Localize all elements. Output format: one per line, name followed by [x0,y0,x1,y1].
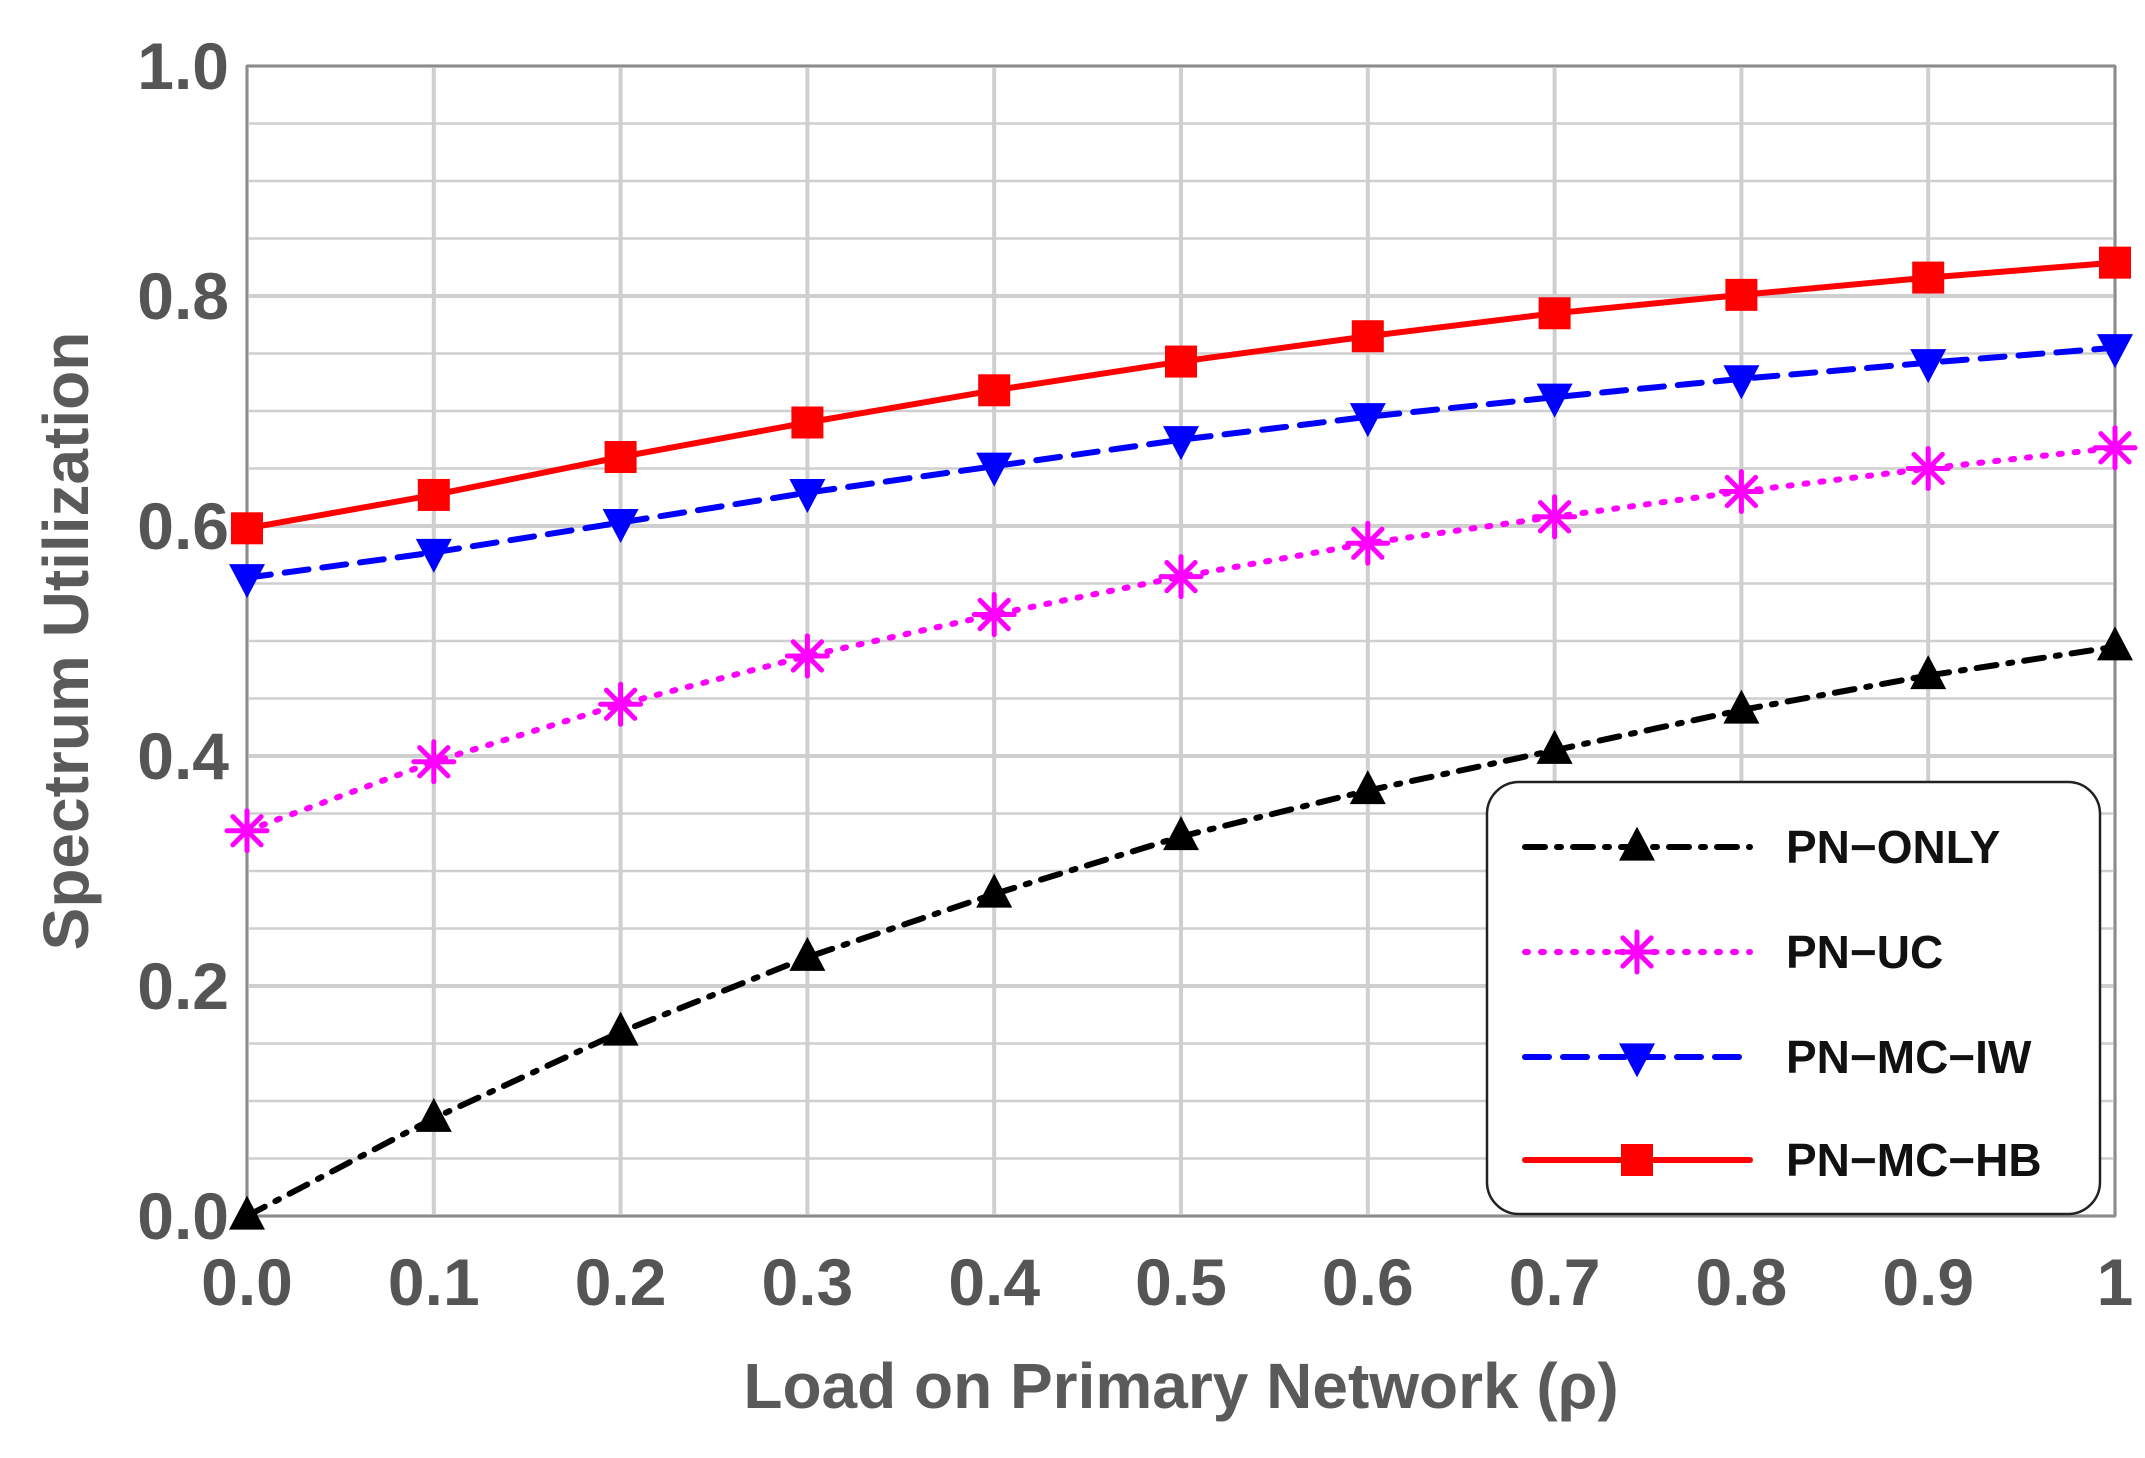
data-point [411,739,457,785]
x-tick-label: 0.8 [1696,1245,1788,1319]
series-layer [224,246,2138,1230]
series-triangle-up [229,626,2133,1230]
x-tick-label: 0.4 [948,1245,1040,1319]
data-point [2097,626,2133,661]
data-point [976,452,1013,487]
legend-label: PN−ONLY [1786,821,2000,873]
y-axis-ticks: 0.0 0.2 0.4 0.6 0.8 1.0 [137,29,229,1253]
data-point [1725,278,1758,311]
x-tick-label: 0.1 [388,1245,480,1319]
x-tick-label: 0.7 [1509,1245,1601,1319]
data-point [417,478,450,511]
x-tick-label: 0.2 [575,1245,667,1319]
data-point [789,936,826,971]
data-point [229,564,265,599]
data-point [598,681,644,727]
data-point [229,1195,265,1230]
data-point [1536,729,1573,764]
data-point [1163,816,1199,851]
x-axis-title: Load on Primary Network (ρ) [743,1350,1618,1422]
data-point [789,479,826,514]
x-tick-label: 1 [2097,1245,2134,1319]
legend-label: PN−UC [1786,926,1943,978]
x-tick-label: 0.5 [1135,1245,1227,1319]
y-tick-label: 0.2 [137,949,229,1023]
data-point [1912,261,1945,294]
data-point [1158,554,1204,600]
data-point [602,508,639,543]
data-point [1905,446,1951,491]
legend-entry: PN−UC [1522,926,1943,978]
legend-entry: PN−ONLY [1522,821,2000,873]
data-point [604,441,637,473]
y-tick-label: 1.0 [137,29,229,103]
series-line [244,444,2118,834]
data-point [2097,334,2133,369]
legend-label: PN−MC−IW [1786,1031,2032,1083]
legend: PN−ONLY PN−UC PN−MC−IW PN−MC−HB [1485,780,2102,1216]
data-point [231,512,263,545]
legend-marker [1621,1144,1653,1176]
data-point [1351,320,1384,353]
data-point [2099,246,2131,279]
y-tick-label: 0.0 [137,1179,229,1253]
data-point [602,1011,639,1046]
data-point [1723,689,1760,724]
data-point [1349,403,1386,438]
series-triangle-down [229,334,2133,599]
y-tick-label: 0.6 [137,489,229,563]
y-tick-label: 0.4 [137,719,229,793]
data-point [415,1097,452,1132]
data-point [1163,426,1199,461]
data-point [2092,425,2138,471]
x-axis-ticks: 0.0 0.1 0.2 0.3 0.4 0.5 0.6 0.7 0.8 0.9 1 [201,1245,2133,1319]
series-star [224,425,2138,854]
legend-entry: PN−MC−IW [1522,1031,2032,1083]
x-tick-label: 0.9 [1882,1245,1974,1319]
x-tick-label: 0.3 [762,1245,854,1319]
data-point [1910,655,1947,690]
data-point [1718,469,1764,514]
data-point [978,374,1011,407]
legend-entries: PN−ONLY PN−UC PN−MC−IW PN−MC−HB [1522,821,2042,1186]
legend-marker [1619,826,1655,861]
legend-marker [1619,1043,1655,1078]
data-point [415,538,452,573]
legend-box [1485,780,2102,1216]
legend-entry: PN−MC−HB [1522,1134,2042,1186]
x-tick-label: 0.0 [201,1245,293,1319]
data-point [971,592,1017,638]
series-square [231,246,2131,545]
legend-marker [1614,929,1660,975]
y-tick-label: 0.8 [137,259,229,333]
data-point [224,808,270,854]
data-point [1910,349,1947,384]
data-point [1165,345,1197,378]
data-point [791,406,824,439]
data-point [1538,297,1571,330]
x-tick-label: 0.6 [1322,1245,1414,1319]
data-point [1723,365,1760,400]
data-point [1536,383,1573,418]
legend-label: PN−MC−HB [1786,1134,2042,1186]
data-point [784,633,830,679]
data-point [1532,494,1578,540]
data-point [976,873,1013,908]
data-point [1345,520,1391,566]
data-point [1349,770,1386,805]
y-axis-title: Spectrum Utilization [30,332,102,951]
series-line [244,344,2118,581]
